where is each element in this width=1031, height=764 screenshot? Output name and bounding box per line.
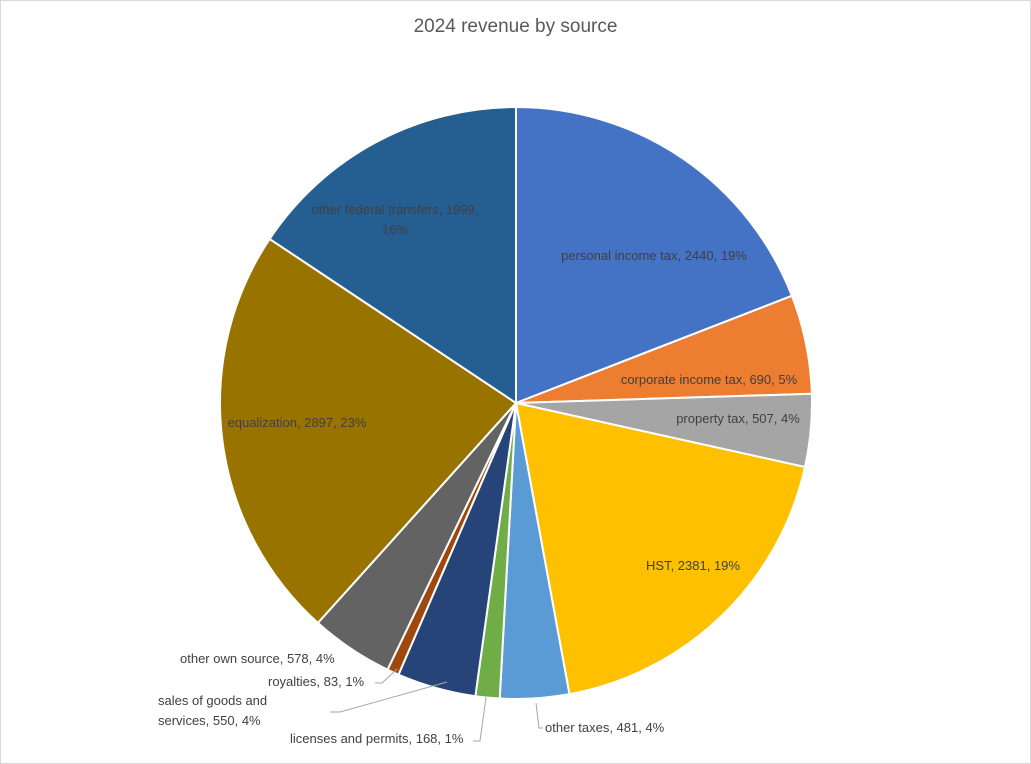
- pie-slice-other-federal-transfers: [268, 105, 517, 405]
- data-label-line: property tax, 507, 4%: [676, 411, 800, 426]
- pie-slice-hst: [514, 401, 807, 696]
- data-label-licenses-and-permits: licenses and permits, 168, 1%: [290, 731, 464, 746]
- data-label-royalties: royalties, 83, 1%: [268, 674, 365, 689]
- data-label-line: royalties, 83, 1%: [268, 674, 365, 689]
- data-label-line: other taxes, 481, 4%: [545, 720, 665, 735]
- leader-line: [330, 681, 448, 713]
- data-label-line: licenses and permits, 168, 1%: [290, 731, 464, 746]
- data-label-line: equalization, 2897, 23%: [228, 415, 367, 430]
- pie-slice-personal-income-tax: [515, 105, 794, 405]
- data-label-line: services, 550, 4%: [158, 713, 261, 728]
- data-label-line: HST, 2381, 19%: [646, 558, 740, 573]
- data-label-corporate-income-tax: corporate income tax, 690, 5%: [621, 372, 798, 387]
- data-label-equalization: equalization, 2897, 23%: [228, 415, 367, 430]
- data-label-line: other federal transfers, 1999,: [312, 202, 479, 217]
- data-label-sales-of-goods-and-services: sales of goods and services, 550, 4%: [158, 693, 267, 728]
- data-label-line: corporate income tax, 690, 5%: [621, 372, 798, 387]
- data-label-line: 16%: [382, 222, 408, 237]
- data-label-other-own-source: other own source, 578, 4%: [180, 651, 335, 666]
- data-label-other-federal-transfers: other federal transfers, 1999, 16%: [312, 202, 479, 237]
- pie-slice-equalization: [219, 237, 518, 625]
- leader-line: [375, 668, 398, 684]
- data-label-line: personal income tax, 2440, 19%: [561, 248, 747, 263]
- data-label-line: sales of goods and: [158, 693, 267, 708]
- data-label-line: other own source, 578, 4%: [180, 651, 335, 666]
- chart-title: 2024 revenue by source: [413, 16, 618, 37]
- leader-line: [535, 702, 543, 729]
- data-label-property-tax: property tax, 507, 4%: [676, 411, 800, 426]
- data-label-other-taxes: other taxes, 481, 4%: [545, 720, 665, 735]
- data-label-hst: HST, 2381, 19%: [646, 558, 740, 573]
- data-label-personal-income-tax: personal income tax, 2440, 19%: [561, 248, 747, 263]
- leader-line: [473, 696, 487, 742]
